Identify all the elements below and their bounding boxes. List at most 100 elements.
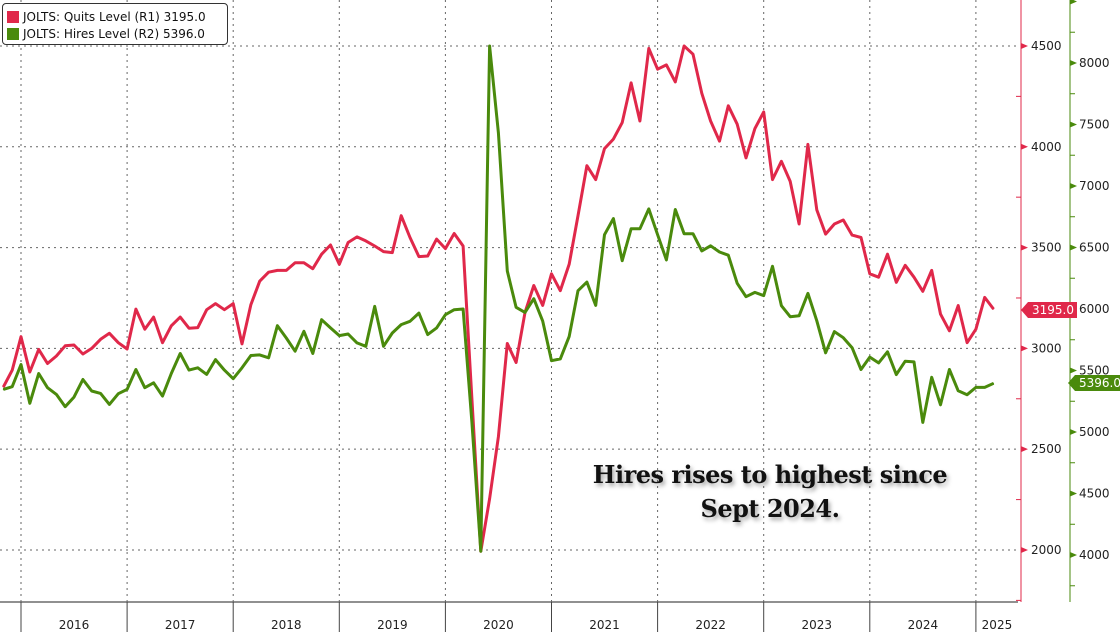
data-point-quits <box>701 92 703 94</box>
data-point-quits <box>356 236 358 238</box>
data-point-quits <box>639 120 641 122</box>
data-point-quits <box>294 262 296 264</box>
data-point-hires <box>91 390 93 392</box>
data-point-hires <box>383 345 385 347</box>
data-point-hires <box>860 369 862 371</box>
data-point-quits <box>436 238 438 240</box>
x-tick-label: 2021 <box>589 618 620 632</box>
data-point-hires <box>38 372 40 374</box>
data-point-hires <box>957 390 959 392</box>
data-point-quits <box>11 369 13 371</box>
data-point-quits <box>250 304 252 306</box>
r1-tick-label: 4000 <box>1031 140 1062 154</box>
data-point-hires <box>276 325 278 327</box>
data-point-hires <box>427 334 429 336</box>
data-point-hires <box>20 363 22 365</box>
r2-tick-arrow <box>1070 244 1077 251</box>
data-point-quits <box>197 327 199 329</box>
data-point-quits <box>153 316 155 318</box>
x-tick-label: 2020 <box>483 618 514 632</box>
data-point-hires <box>321 319 323 321</box>
data-point-hires <box>542 320 544 322</box>
data-point-hires <box>489 45 491 47</box>
legend-label-hires: JOLTS: Hires Level (R2) 5396.0 <box>23 26 205 41</box>
data-point-quits <box>241 343 243 345</box>
r1-tick-arrow <box>1021 143 1028 150</box>
data-point-hires <box>515 306 517 308</box>
data-point-hires <box>780 305 782 307</box>
data-point-hires <box>338 335 340 337</box>
data-point-hires <box>630 228 632 230</box>
data-point-hires <box>329 327 331 329</box>
data-point-hires <box>842 337 844 339</box>
data-point-hires <box>206 373 208 375</box>
data-point-hires <box>409 320 411 322</box>
data-point-hires <box>789 316 791 318</box>
x-tick-label: 2016 <box>59 618 90 632</box>
data-point-quits <box>736 123 738 125</box>
r1-tick-label: 2500 <box>1031 442 1062 456</box>
annotation-line-1: Hires rises to highest since <box>592 460 948 489</box>
data-point-hires <box>11 386 13 388</box>
data-point-quits <box>745 157 747 159</box>
data-point-quits <box>374 245 376 247</box>
r1-tick-label: 2000 <box>1031 543 1062 557</box>
data-point-hires <box>480 550 482 552</box>
data-point-hires <box>931 376 933 378</box>
data-point-hires <box>241 367 243 369</box>
data-point-quits <box>957 305 959 307</box>
data-point-hires <box>188 369 190 371</box>
data-point-quits <box>860 236 862 238</box>
data-point-hires <box>418 312 420 314</box>
legend-label-quits: JOLTS: Quits Level (R1) 3195.0 <box>23 9 206 24</box>
data-point-quits <box>665 64 667 66</box>
r2-tick-arrow <box>1070 429 1077 436</box>
data-point-hires <box>215 359 217 361</box>
data-point-quits <box>727 105 729 107</box>
data-point-hires <box>436 327 438 329</box>
r1-tick-arrow <box>1021 446 1028 453</box>
data-point-hires <box>612 218 614 220</box>
data-point-hires <box>833 331 835 333</box>
data-point-hires <box>798 315 800 317</box>
data-point-quits <box>542 304 544 306</box>
data-point-quits <box>754 128 756 130</box>
data-point-quits <box>506 343 508 345</box>
x-tick-label: 2019 <box>377 618 408 632</box>
data-point-quits <box>329 244 331 246</box>
data-point-quits <box>497 436 499 438</box>
data-point-quits <box>869 273 871 275</box>
data-point-quits <box>674 81 676 83</box>
legend-swatch-hires <box>7 27 19 40</box>
data-point-hires <box>869 356 871 358</box>
data-point-quits <box>303 262 305 264</box>
r2-tick-label: 7500 <box>1079 117 1110 131</box>
data-point-hires <box>568 335 570 337</box>
r2-tick-label: 5500 <box>1079 363 1110 377</box>
r2-tick-label: 7000 <box>1079 179 1110 193</box>
data-point-quits <box>38 348 40 350</box>
data-point-hires <box>29 402 31 404</box>
r1-tick-label: 4500 <box>1031 39 1062 53</box>
data-point-quits <box>268 271 270 273</box>
data-point-hires <box>294 350 296 352</box>
data-point-hires <box>772 265 774 267</box>
data-point-quits <box>2 386 4 388</box>
data-point-quits <box>453 232 455 234</box>
data-point-hires <box>250 354 252 356</box>
data-point-quits <box>347 242 349 244</box>
data-point-hires <box>851 347 853 349</box>
data-point-hires <box>365 345 367 347</box>
data-point-quits <box>117 342 119 344</box>
r2-tick-arrow <box>1070 367 1077 374</box>
data-point-hires <box>144 387 146 389</box>
data-point-quits <box>772 179 774 181</box>
data-point-hires <box>816 320 818 322</box>
data-point-hires <box>639 228 641 230</box>
data-point-quits <box>462 245 464 247</box>
data-point-hires <box>55 393 57 395</box>
data-point-hires <box>497 132 499 134</box>
data-point-quits <box>833 223 835 225</box>
data-point-hires <box>683 233 685 235</box>
data-point-quits <box>188 327 190 329</box>
